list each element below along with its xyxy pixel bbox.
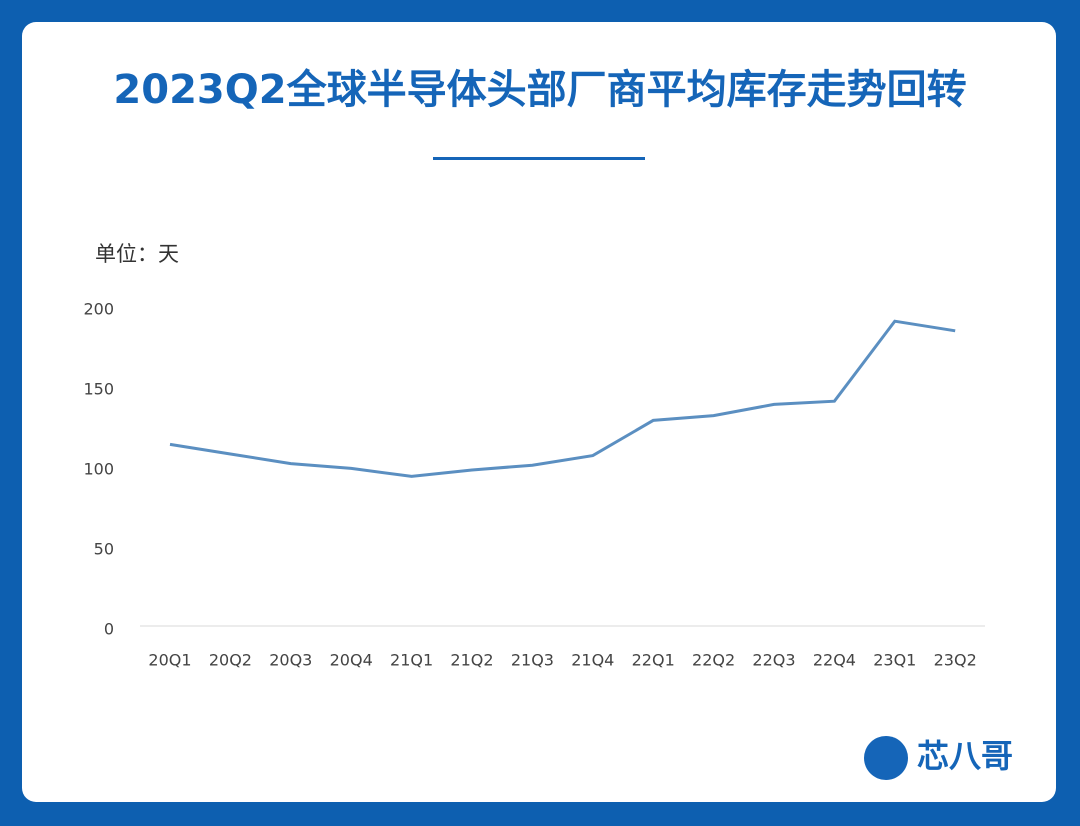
unit-label: 单位：天 (95, 242, 179, 266)
y-tick-label: 50 (94, 540, 114, 559)
y-tick-label: 100 (83, 460, 114, 479)
y-tick-label: 0 (104, 620, 114, 639)
x-tick-label: 23Q2 (934, 651, 977, 670)
data-line (169, 319, 956, 478)
x-tick-label: 23Q1 (873, 651, 916, 670)
logo-text: 芯八哥 (917, 737, 1013, 775)
title-underline (433, 157, 645, 160)
x-tick-label: 20Q2 (209, 651, 252, 670)
y-tick-label: 150 (83, 380, 114, 399)
card (22, 22, 1056, 802)
chart-title: 2023Q2全球半导体头部厂商平均库存走势回转 (113, 67, 966, 113)
x-tick-label: 21Q2 (450, 651, 493, 670)
x-tick-label: 21Q4 (571, 651, 614, 670)
x-tick-label: 21Q1 (390, 651, 433, 670)
x-tick-label: 20Q3 (269, 651, 312, 670)
x-tick-label: 22Q2 (692, 651, 735, 670)
y-tick-label: 200 (83, 300, 114, 319)
x-tick-label: 20Q1 (148, 651, 191, 670)
logo-icon (864, 736, 908, 780)
x-tick-label: 22Q1 (632, 651, 675, 670)
x-tick-label: 22Q4 (813, 651, 856, 670)
x-tick-label: 21Q3 (511, 651, 554, 670)
x-tick-label: 22Q3 (752, 651, 795, 670)
x-tick-label: 20Q4 (330, 651, 373, 670)
